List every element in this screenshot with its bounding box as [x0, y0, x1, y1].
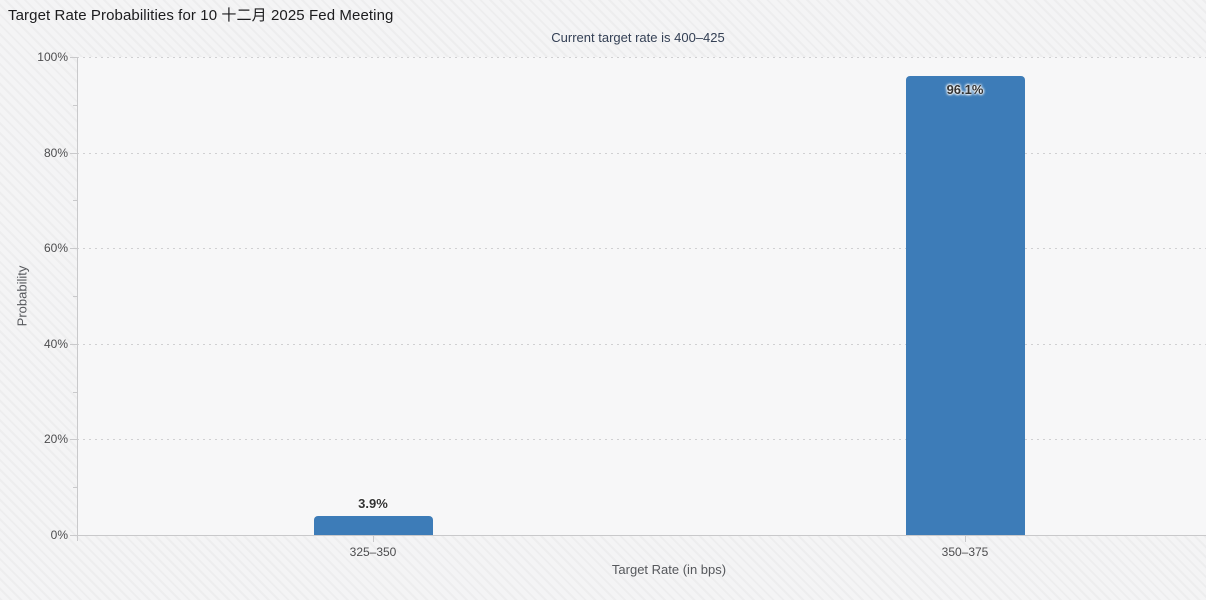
- bar-325–350[interactable]: [313, 516, 433, 535]
- chart-subtitle: Current target rate is 400–425: [551, 30, 725, 45]
- y-minor-tick: [73, 487, 77, 489]
- y-minor-tick: [73, 104, 77, 106]
- y-minor-tick: [73, 200, 77, 202]
- y-minor-tick: [73, 391, 77, 393]
- y-minor-tick: [73, 296, 77, 297]
- y-gridline: [77, 343, 1206, 345]
- y-axis-line: [77, 57, 78, 541]
- y-gridline: [77, 152, 1206, 154]
- y-major-tick: [70, 439, 77, 441]
- y-gridline: [77, 57, 1206, 58]
- y-gridline: [77, 439, 1206, 441]
- bar-350–375[interactable]: [905, 75, 1025, 535]
- x-axis-line: [77, 535, 1206, 536]
- x-category-label: 325–350: [349, 545, 397, 559]
- y-tick-label: 40%: [43, 336, 68, 351]
- x-axis-title: Target Rate (in bps): [611, 562, 727, 577]
- y-axis-title: Probability: [14, 265, 30, 327]
- plot-background: [77, 57, 1206, 535]
- y-major-tick: [70, 248, 77, 250]
- x-category-tick: [373, 536, 374, 542]
- bar-data-label: 3.9%: [358, 496, 388, 512]
- y-major-tick: [70, 535, 77, 536]
- y-major-tick: [70, 343, 77, 345]
- y-tick-label: 60%: [43, 241, 68, 256]
- y-tick-label: 0%: [50, 528, 68, 542]
- x-category-label: 350–375: [941, 545, 989, 559]
- y-major-tick: [70, 57, 77, 58]
- bar-data-label: 96.1%: [946, 81, 984, 97]
- x-category-tick: [965, 536, 966, 542]
- y-tick-label: 100%: [37, 50, 68, 64]
- y-gridline: [77, 248, 1206, 250]
- chart-title: Target Rate Probabilities for 10 十二月 202…: [8, 7, 394, 24]
- y-tick-label: 20%: [43, 432, 68, 447]
- y-tick-label: 80%: [43, 145, 68, 160]
- y-major-tick: [70, 152, 77, 154]
